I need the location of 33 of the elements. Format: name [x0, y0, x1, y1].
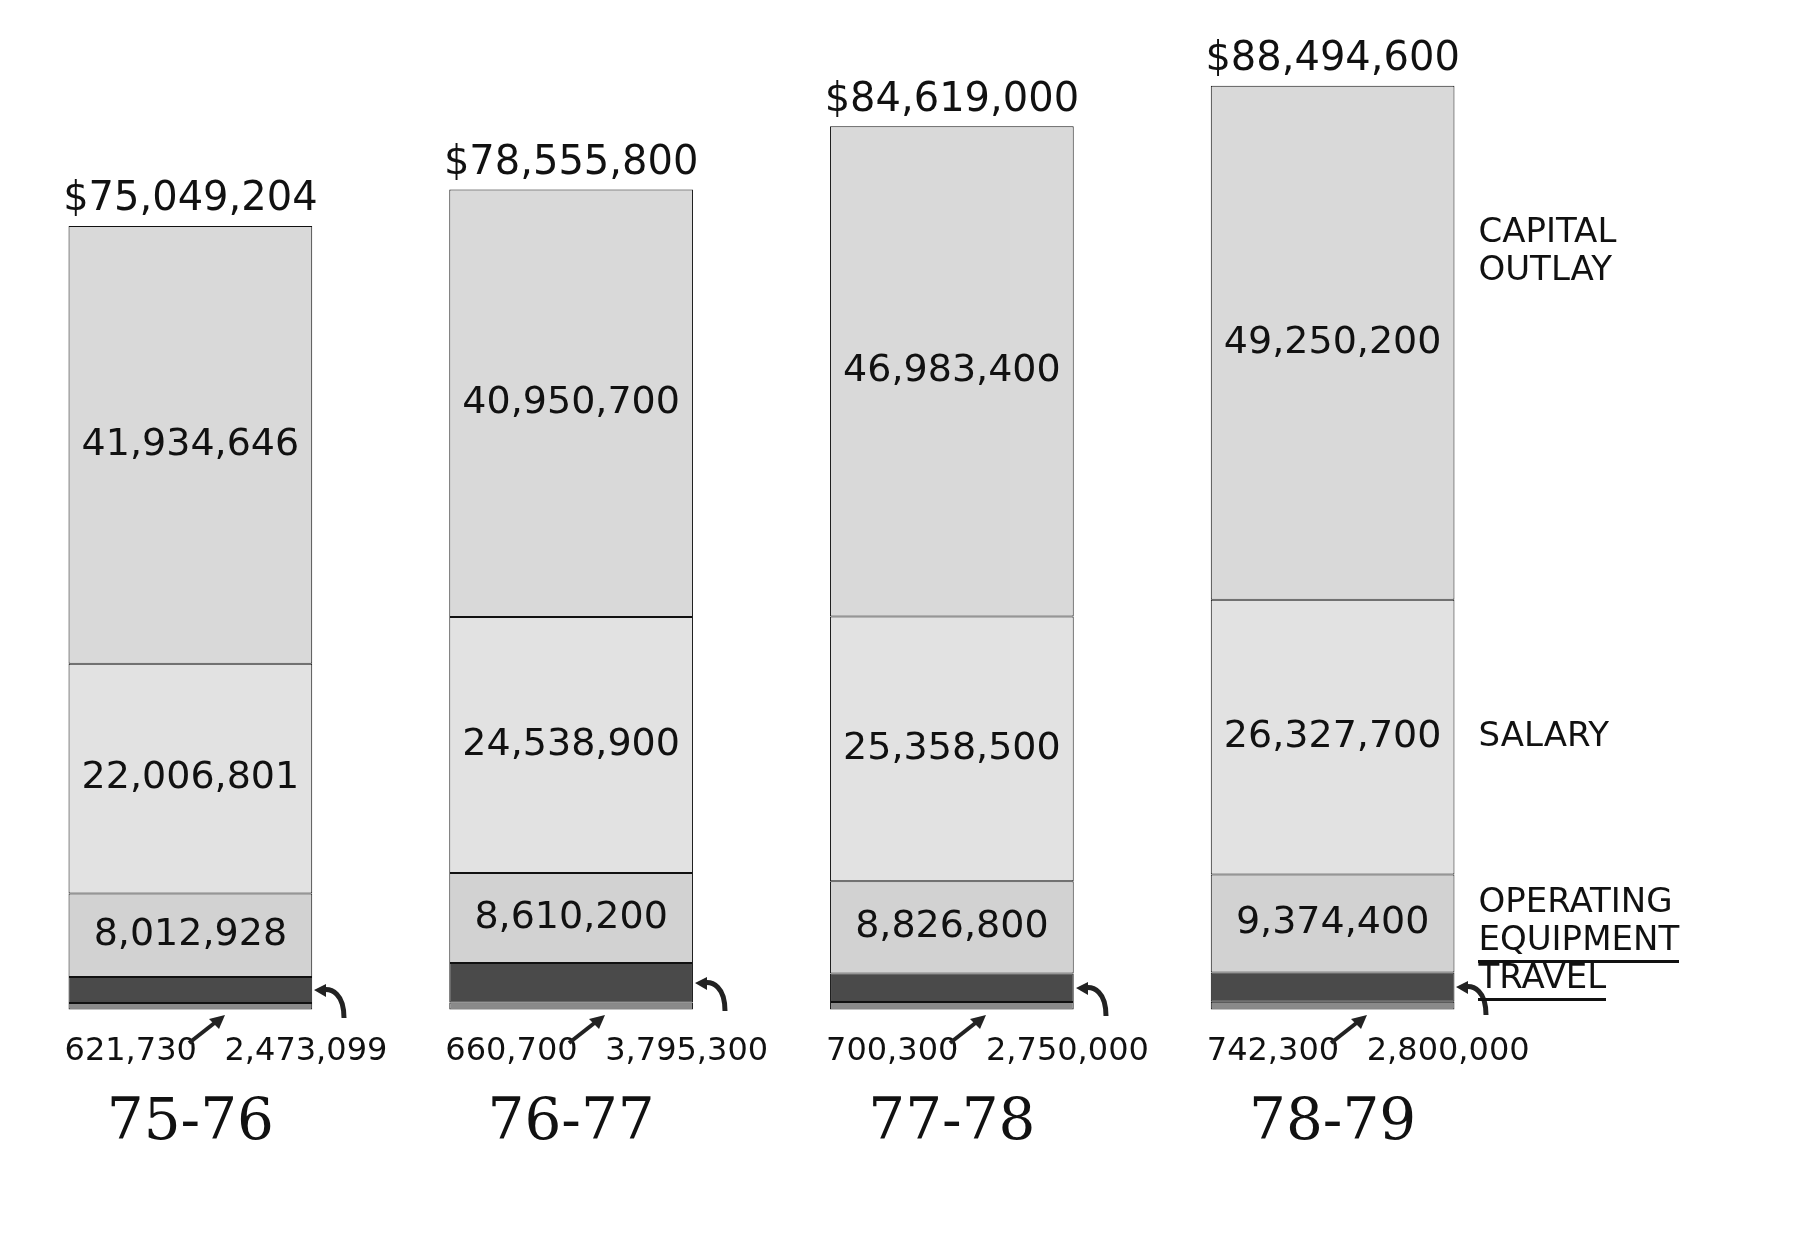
series-label: TRAVEL — [1477, 956, 1607, 997]
data-label: 22,006,801 — [81, 753, 300, 798]
total-label: $88,494,600 — [1205, 33, 1460, 80]
total-label: $78,555,800 — [443, 136, 699, 183]
series-label: CAPITAL OUTLAY — [1478, 209, 1617, 288]
data-label: 700,300 — [826, 1029, 959, 1068]
data-label: 40,950,700 — [462, 378, 680, 423]
data-label: 8,826,800 — [855, 902, 1049, 947]
x-tick-label: 75-76 — [106, 1085, 274, 1154]
data-label: 49,250,200 — [1223, 317, 1442, 362]
data-label: 621,730 — [64, 1029, 197, 1068]
data-label: 8,610,200 — [474, 892, 668, 937]
data-label: 26,327,700 — [1223, 712, 1442, 757]
data-label: 660,700 — [445, 1029, 578, 1068]
data-label: 41,934,646 — [81, 419, 300, 464]
x-tick-label: 77-78 — [868, 1085, 1036, 1154]
data-label: 8,012,928 — [93, 910, 288, 955]
total-label: $75,049,204 — [63, 173, 318, 220]
series-label: OPERATING — [1478, 880, 1673, 921]
total-label: $84,619,000 — [824, 73, 1080, 120]
series-label: SALARY — [1478, 714, 1610, 755]
data-label: 24,538,900 — [462, 719, 680, 764]
data-label: 2,800,000 — [1366, 1029, 1530, 1068]
data-label: 25,358,500 — [843, 723, 1061, 768]
series-label: EQUIPMENT — [1478, 918, 1680, 959]
data-label: 2,750,000 — [985, 1029, 1149, 1068]
data-label: 742,300 — [1206, 1029, 1340, 1068]
x-tick-label: 78-79 — [1249, 1085, 1417, 1154]
data-label: 2,473,099 — [224, 1029, 388, 1068]
data-label: 3,795,300 — [605, 1029, 769, 1068]
data-label: 9,374,400 — [1235, 898, 1430, 943]
x-tick-label: 76-77 — [487, 1085, 655, 1154]
data-label: 46,983,400 — [843, 346, 1061, 391]
